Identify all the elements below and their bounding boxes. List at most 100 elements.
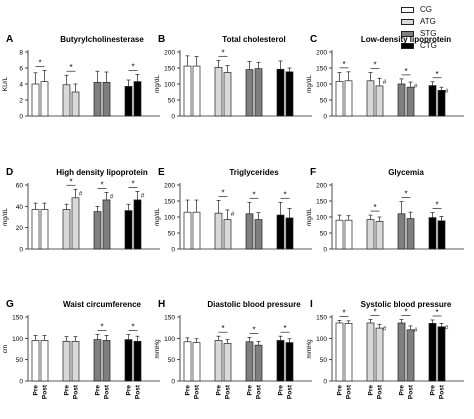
y-tick-label: 200	[316, 183, 327, 190]
hash-marker: #	[79, 190, 83, 197]
bar	[406, 86, 415, 117]
bar	[366, 322, 375, 382]
y-tick-label: 150	[164, 199, 175, 206]
hash-marker: #	[445, 88, 449, 95]
legend-label-cg: CG	[420, 5, 432, 14]
panel-title: Systolic blood pressure	[361, 300, 452, 309]
y-tick-label: 40	[16, 204, 24, 211]
panel-title: Triglycerides	[229, 168, 279, 177]
x-tick-label: Pre	[337, 385, 344, 396]
bar	[344, 323, 353, 382]
x-tick-label: Pre	[64, 385, 71, 396]
bar	[375, 221, 384, 250]
chart-panel-b: B Total cholesterol 0 50 100 150 200 mg/dL *	[154, 34, 312, 121]
bar	[102, 340, 111, 382]
y-tick-label: 100	[12, 336, 23, 343]
x-tick-label: Pre	[185, 385, 192, 396]
significance-mark: *	[373, 308, 376, 317]
bar	[366, 219, 375, 250]
hash-marker: #	[141, 192, 145, 199]
bar	[397, 322, 406, 382]
bar	[245, 69, 254, 117]
bar	[344, 219, 353, 250]
panel-letter: G	[6, 299, 14, 310]
bar	[31, 83, 40, 117]
y-tick-label: 100	[316, 215, 327, 222]
significance-mark: *	[100, 180, 103, 189]
panel-letter: D	[6, 167, 13, 178]
panel-title: Low-density lipoprotein	[361, 35, 451, 44]
panel-title: Diastolic blood pressure	[207, 300, 301, 309]
bar	[223, 343, 232, 382]
y-tick-label: 50	[320, 98, 328, 105]
legend-label-atg: ATG	[420, 17, 436, 26]
bar	[285, 217, 294, 250]
bar	[102, 199, 111, 250]
chart-panel-e: E Triglycerides 0 50 100 150 200 mg/dL * * * #	[154, 167, 312, 254]
bar	[183, 211, 192, 250]
bar	[133, 199, 142, 250]
bar	[71, 197, 80, 250]
y-tick-label: 100	[164, 215, 175, 222]
bar	[93, 339, 102, 382]
y-tick-label: 150	[316, 315, 327, 322]
panel-title: Glycemia	[388, 168, 424, 177]
bar	[406, 218, 415, 250]
bar	[62, 209, 71, 250]
x-tick-label: Post	[408, 384, 415, 399]
y-tick-label: 200	[164, 183, 175, 190]
bar	[223, 72, 232, 117]
panel-letter: C	[310, 34, 317, 45]
significance-mark: *	[221, 188, 224, 197]
hash-marker: #	[445, 324, 449, 331]
y-tick-label: 0	[323, 247, 327, 254]
bar	[102, 82, 111, 117]
legend-label-ctg: CTG	[420, 41, 437, 50]
bar	[276, 214, 285, 250]
significance-mark: *	[435, 308, 438, 317]
significance-mark: *	[131, 322, 134, 331]
legend-label-stg: STG	[420, 29, 437, 38]
y-tick-label: 20	[16, 225, 24, 232]
significance-mark: *	[252, 190, 255, 199]
bar	[192, 342, 201, 382]
chart-panel-c: C Low-density lipoprotein 0 50 100 150 200 mg/d…	[306, 34, 464, 121]
y-tick-label: 50	[320, 357, 328, 364]
legend-item: CTG	[401, 40, 471, 51]
bar	[214, 340, 223, 382]
y-axis-label: mmHg	[154, 339, 161, 359]
significance-mark: *	[435, 70, 438, 79]
x-tick-label: Post	[104, 384, 111, 399]
panel-title: Butyrylcholinesterase	[60, 35, 144, 44]
y-tick-label: 0	[19, 379, 23, 386]
hash-marker: #	[231, 211, 235, 218]
significance-mark: *	[100, 322, 103, 331]
legend-swatch-cg	[401, 6, 414, 13]
y-tick-label: 4	[19, 82, 23, 89]
significance-mark: *	[373, 60, 376, 69]
panel-letter: A	[6, 34, 13, 45]
x-tick-label: Post	[42, 384, 49, 399]
significance-mark: *	[221, 324, 224, 333]
bar	[214, 67, 223, 117]
bar	[344, 80, 353, 117]
panel-letter: F	[310, 167, 316, 178]
y-tick-label: 0	[19, 114, 23, 121]
y-tick-label: 50	[168, 98, 176, 105]
bar	[93, 211, 102, 250]
chart-panel-f: F Glycemia 0 50 100 150 200 mg/dL * * *	[306, 167, 464, 254]
y-tick-label: 0	[19, 247, 23, 254]
y-tick-label: 60	[16, 183, 24, 190]
significance-mark: *	[435, 201, 438, 210]
x-tick-label: Pre	[216, 385, 223, 396]
y-tick-label: 50	[16, 357, 24, 364]
bar	[124, 210, 133, 250]
y-tick-label: 0	[323, 114, 327, 121]
bar	[214, 212, 223, 250]
bar	[375, 327, 384, 382]
y-tick-label: 0	[323, 379, 327, 386]
bar	[285, 342, 294, 382]
x-tick-label: Post	[377, 384, 384, 399]
significance-mark: *	[404, 308, 407, 317]
